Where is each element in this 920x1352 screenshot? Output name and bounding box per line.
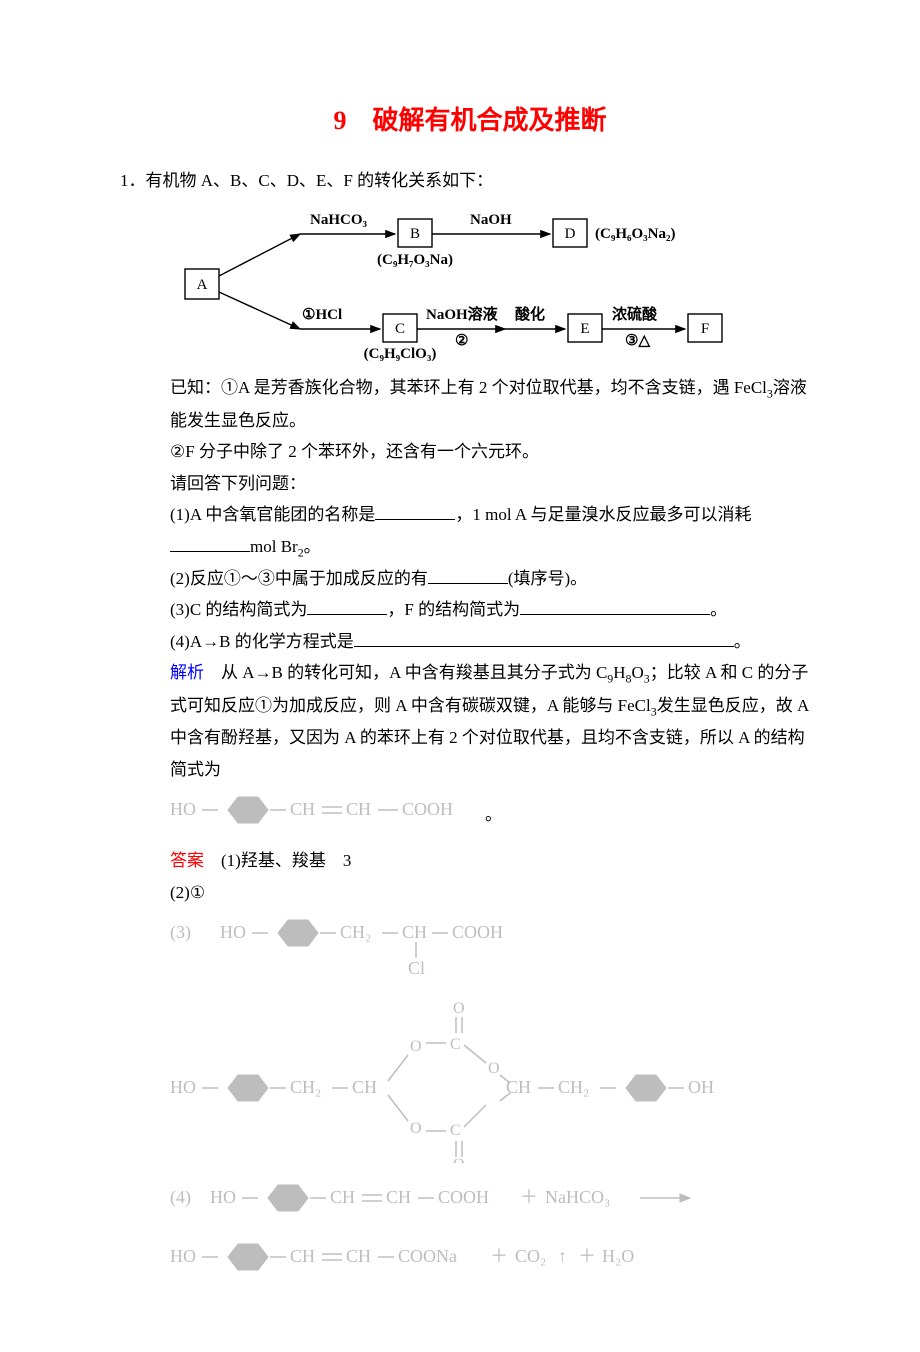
svg-text:HO: HO [170,1077,196,1097]
svg-text:HO: HO [170,1246,196,1266]
q1-num: 1． [120,171,146,190]
svg-text:O: O [410,1038,422,1055]
svg-text:CH: CH [346,1246,371,1266]
q1-stem-text: 有机物 A、B、C、D、E、F 的转化关系如下： [146,171,494,190]
flow-box-E: E [580,321,589,337]
flow-label-circ2: ② [455,333,468,349]
svg-text:O: O [453,1156,465,1163]
flow-label-circ3: ③△ [625,333,650,349]
svg-text:COOH: COOH [452,922,503,942]
svg-text:＋: ＋ [490,1246,508,1266]
chem-structure-C: (3) HO CH₂ CH COOH Cl [170,910,820,990]
body: 1．有机物 A、B、C、D、E、F 的转化关系如下： A NaHCO₃ [120,165,820,1290]
flow-box-C: C [395,321,405,337]
svg-text:CH₂: CH₂ [340,922,371,942]
q1-part4: (4)A→B 的化学方程式是。 [120,626,820,657]
svg-text:CH: CH [330,1187,355,1207]
analysis-label: 解析 [170,663,204,682]
svg-text:＋: ＋ [520,1187,538,1207]
flow-formula-C: (C₉H₉ClO₃) [364,346,437,362]
blank [170,551,250,552]
svg-text:COOH: COOH [402,799,453,819]
flow-formula-D: (C₉H₆O₃Na₂) [595,226,675,242]
chem-structure-F: HO CH₂ CH O C O [170,993,820,1173]
svg-text:O: O [453,1000,465,1017]
svg-text:CH₂: CH₂ [558,1077,589,1097]
svg-text:COONa: COONa [398,1246,457,1266]
page: 9 破解有机合成及推断 1．有机物 A、B、C、D、E、F 的转化关系如下： A [0,0,920,1352]
flow-label-naoh-sol: NaOH溶液 [426,305,499,323]
flow-formula-B: (C₉H₇O₃Na) [377,252,453,268]
answer-line-1: 答案 (1)羟基、羧基 3 [120,845,820,876]
svg-text:＋: ＋ [578,1246,596,1266]
flow-label-hcl: ①HCl [302,307,342,323]
blank [307,614,387,615]
chem-eq-line2: HO CH CH COONa ＋ CO₂ ↑ ＋ H₂O [170,1234,820,1290]
svg-text:CO₂: CO₂ [515,1246,546,1266]
flow-box-F: F [701,321,709,337]
svg-text:CH: CH [290,1246,315,1266]
blank [520,614,710,615]
svg-text:H₂O: H₂O [602,1246,634,1266]
svg-text:CH₂: CH₂ [290,1077,321,1097]
flow-label-nahco3: NaHCO₃ [310,212,368,228]
known-2: ②F 分子中除了 2 个苯环外，还含有一个六元环。 [120,436,820,467]
please: 请回答下列问题： [120,468,820,499]
svg-text:CH: CH [402,922,427,942]
svg-text:CH: CH [290,799,315,819]
flow-box-A: A [197,277,208,293]
svg-text:OH: OH [688,1077,714,1097]
svg-text:(4): (4) [170,1187,191,1208]
svg-text:↑: ↑ [558,1246,567,1266]
svg-text:NaHCO₃: NaHCO₃ [545,1187,610,1207]
svg-text:HO: HO [220,922,246,942]
q1-part2: (2)反应①～③中属于加成反应的有(填序号)。 [120,563,820,594]
q1-part3: (3)C 的结构简式为，F 的结构简式为。 [120,594,820,625]
flow-label-naoh: NaOH [470,212,512,228]
chem-structure-A: HO CH CH COOH 。 [170,787,820,843]
answer-line-2: (2)① [120,877,820,908]
q1-stem: 1．有机物 A、B、C、D、E、F 的转化关系如下： [120,165,820,196]
flow-box-B: B [410,226,420,242]
svg-text:C: C [450,1036,461,1053]
svg-text:Cl: Cl [408,958,425,978]
svg-text:CH: CH [352,1077,377,1097]
svg-text:C: C [450,1122,461,1139]
svg-text:CH: CH [386,1187,411,1207]
svg-text:(3): (3) [170,922,209,943]
flow-box-D: D [565,226,576,242]
svg-text:O: O [488,1060,500,1077]
flow-label-acid: 酸化 [515,305,545,323]
svg-text:。: 。 [485,805,502,824]
blank [428,583,508,584]
svg-text:HO: HO [210,1187,236,1207]
analysis: 解析 从 A→B 的转化可知，A 中含有羧基且其分子式为 C9H8O3；比较 A… [120,657,820,785]
answer-label: 答案 [170,851,204,870]
svg-text:COOH: COOH [438,1187,489,1207]
chem-eq-line1: (4) HO CH CH COOH ＋ NaHCO₃ [170,1175,820,1231]
svg-text:O: O [410,1120,422,1137]
page-title: 9 破解有机合成及推断 [120,100,820,137]
flow-label-h2so4: 浓硫酸 [612,305,658,323]
known-1: 已知：①A 是芳香族化合物，其苯环上有 2 个对位取代基，均不含支链，遇 FeC… [120,372,820,436]
svg-text:CH: CH [346,799,371,819]
q1-part1: (1)A 中含氧官能团的名称是，1 mol A 与足量溴水反应最多可以消耗mol… [120,499,820,563]
flowchart: A NaHCO₃ B (C₉H₇O₃Na) NaOH D (C₉H₆O₃Na₂)… [180,204,820,364]
blank [354,646,734,647]
blank [375,519,455,520]
svg-text:HO: HO [170,799,196,819]
